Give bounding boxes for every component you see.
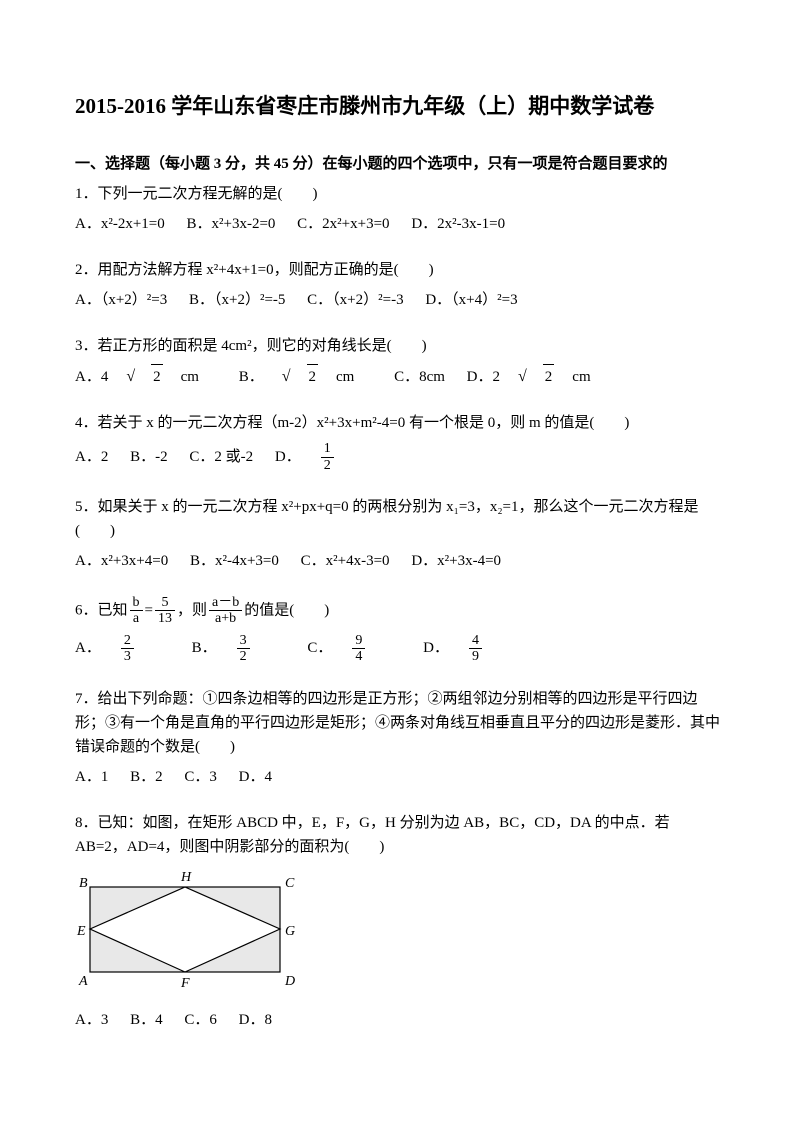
q3-opt-d: D．2√2cm [467,369,609,385]
q6-opt-b: B．32 [192,640,286,656]
q5-opt-b: B．x²-4x+3=0 [190,553,279,569]
q6-opt-c: C．94 [307,640,401,656]
q7-opt-d: D．4 [239,769,272,785]
question-4: 4．若关于 x 的一元二次方程（m-2）x²+3x+m²-4=0 有一个根是 0… [75,411,725,473]
q1-opt-a: A．x²-2x+1=0 [75,216,165,232]
q6-opt-d: D．49 [423,640,518,656]
q3-text: 3．若正方形的面积是 4cm²，则它的对角线长是( ) [75,334,725,358]
q4-opt-a: A．2 [75,449,108,465]
q8-text: 8．已知：如图，在矩形 ABCD 中，E，F，G，H 分别为边 AB，BC，CD… [75,811,725,859]
svg-text:E: E [76,924,86,939]
svg-text:F: F [180,976,190,991]
rectangle-diagram: B H C E G A F D [75,867,295,992]
q7-opt-b: B．2 [130,769,163,785]
q2-options: A．（x+2）²=3 B．（x+2）²=-5 C．（x+2）²=-3 D．（x+… [75,288,725,312]
q7-opt-a: A．1 [75,769,108,785]
q2-text: 2．用配方法解方程 x²+4x+1=0，则配方正确的是( ) [75,258,725,282]
q4-opt-c: C．2 或-2 [189,449,253,465]
question-6: 6．已知ba=513，则a－ba+b的值是( ) A．23 B．32 C．94 … [75,595,725,665]
q6-options: A．23 B．32 C．94 D．49 [75,633,725,665]
q4-text: 4．若关于 x 的一元二次方程（m-2）x²+3x+m²-4=0 有一个根是 0… [75,411,725,435]
q1-opt-b: B．x²+3x-2=0 [187,216,276,232]
svg-text:B: B [79,876,88,891]
question-5: 5．如果关于 x 的一元二次方程 x²+px+q=0 的两根分别为 x₁=3，x… [75,495,725,573]
q5-options: A．x²+3x+4=0 B．x²-4x+3=0 C．x²+4x-3=0 D．x²… [75,549,725,573]
q5-opt-d: D．x²+3x-4=0 [411,553,501,569]
question-1: 1．下列一元二次方程无解的是( ) A．x²-2x+1=0 B．x²+3x-2=… [75,182,725,236]
q4-opt-b: B．-2 [130,449,168,465]
svg-text:G: G [285,924,295,939]
svg-text:C: C [285,876,295,891]
q8-opt-c: C．6 [184,1012,217,1028]
q8-figure: B H C E G A F D [75,867,725,1000]
svg-text:D: D [284,974,295,989]
q3-options: A．4√2cm B．√2cm C．8cm D．2√2cm [75,364,725,390]
svg-text:A: A [78,974,88,989]
q2-opt-b: B．（x+2）²=-5 [189,292,285,308]
question-2: 2．用配方法解方程 x²+4x+1=0，则配方正确的是( ) A．（x+2）²=… [75,258,725,312]
q8-opt-d: D．8 [239,1012,272,1028]
q7-options: A．1 B．2 C．3 D．4 [75,765,725,789]
question-3: 3．若正方形的面积是 4cm²，则它的对角线长是( ) A．4√2cm B．√2… [75,334,725,390]
q6-opt-a: A．23 [75,640,170,656]
q2-opt-a: A．（x+2）²=3 [75,292,167,308]
section-1-header: 一、选择题（每小题 3 分，共 45 分）在每小题的四个选项中，只有一项是符合题… [75,152,725,176]
q1-text: 1．下列一元二次方程无解的是( ) [75,182,725,206]
q8-options: A．3 B．4 C．6 D．8 [75,1008,725,1032]
q1-opt-d: D．2x²-3x-1=0 [411,216,505,232]
q2-opt-d: D．（x+4）²=3 [425,292,517,308]
svg-text:H: H [180,870,192,885]
page-title: 2015-2016 学年山东省枣庄市滕州市九年级（上）期中数学试卷 [75,90,725,124]
q8-opt-b: B．4 [130,1012,163,1028]
q5-opt-a: A．x²+3x+4=0 [75,553,168,569]
q7-opt-c: C．3 [184,769,217,785]
q7-text: 7．给出下列命题：①四条边相等的四边形是正方形；②两组邻边分别相等的四边形是平行… [75,687,725,759]
q4-opt-d: D．12 [275,449,370,465]
q1-options: A．x²-2x+1=0 B．x²+3x-2=0 C．2x²+x+3=0 D．2x… [75,212,725,236]
question-7: 7．给出下列命题：①四条边相等的四边形是正方形；②两组邻边分别相等的四边形是平行… [75,687,725,789]
q4-options: A．2 B．-2 C．2 或-2 D．12 [75,441,725,473]
q8-opt-a: A．3 [75,1012,108,1028]
q5-text: 5．如果关于 x 的一元二次方程 x²+px+q=0 的两根分别为 x₁=3，x… [75,495,725,543]
q3-opt-c: C．8cm [394,369,445,385]
q6-text: 6．已知ba=513，则a－ba+b的值是( ) [75,595,725,627]
q3-opt-b: B．√2cm [239,369,373,385]
q3-opt-a: A．4√2cm [75,369,217,385]
q2-opt-c: C．（x+2）²=-3 [307,292,403,308]
q5-opt-c: C．x²+4x-3=0 [301,553,390,569]
q1-opt-c: C．2x²+x+3=0 [297,216,389,232]
question-8: 8．已知：如图，在矩形 ABCD 中，E，F，G，H 分别为边 AB，BC，CD… [75,811,725,1032]
